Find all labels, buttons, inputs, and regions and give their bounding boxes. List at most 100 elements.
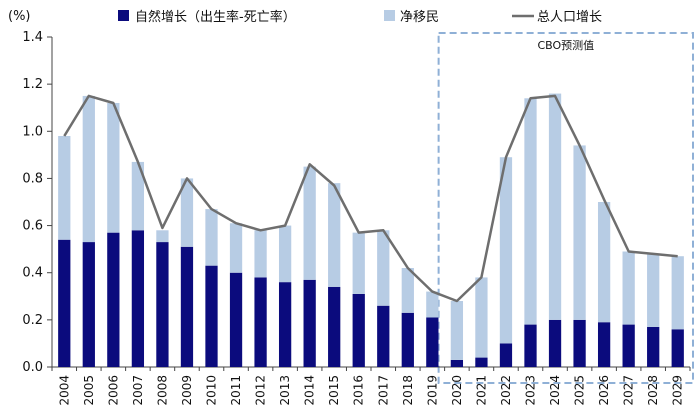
bar-migration-2023 [524,98,537,325]
bar-natural-2004 [58,239,71,367]
bar-migration-2015 [328,183,341,287]
bar-natural-2014 [303,279,316,367]
bar-migration-2025 [573,145,586,320]
y-tick-label: 1.4 [22,30,43,45]
bar-natural-2009 [180,246,194,367]
bar-migration-2020 [450,301,464,360]
x-tick-label: 2013 [278,375,292,406]
projection-label: CBO预测值 [537,39,594,52]
bar-natural-2023 [524,324,537,367]
bar-migration-2011 [229,223,243,273]
bar-natural-2026 [597,322,611,367]
bar-natural-2021 [475,357,488,367]
y-tick-label: 0.8 [22,171,43,186]
y-tick-label: 0.6 [22,219,43,234]
x-tick-label: 2025 [573,375,587,406]
x-tick-label: 2004 [57,375,71,406]
bar-natural-2010 [205,265,218,367]
bar-natural-2008 [156,242,169,367]
y-tick-label: 1.2 [22,77,43,92]
projection-box [437,32,694,384]
bar-migration-2022 [499,157,513,344]
x-tick-label: 2026 [597,375,611,406]
y-tick-label: 0.0 [22,360,43,375]
y-tick-label: 1.0 [22,124,43,139]
bar-migration-2017 [377,230,390,306]
bar-natural-2027 [622,324,635,367]
x-tick-label: 2008 [155,375,169,406]
bar-migration-2006 [107,103,120,233]
bar-natural-2011 [229,272,243,367]
line-total-growth [63,94,678,303]
x-ticks: 2004 2005 2006 2007 2008 2009 2010 2011 2012 2013… [51,367,691,406]
x-tick-label: 2018 [401,375,415,406]
x-tick-label: 2011 [229,375,243,406]
bar-natural-2025 [573,319,586,367]
bar-migration-2027 [622,251,635,325]
legend-swatch-natural [118,10,129,21]
legend-label-total: 总人口增长 [537,10,602,25]
bar-migration-2013 [278,225,292,283]
x-tick-label: 2024 [548,375,562,406]
x-tick-label: 2009 [180,375,194,406]
bar-natural-2022 [499,343,513,367]
bar-migration-2029 [671,256,684,330]
bar-natural-2024 [548,319,562,367]
x-tick-label: 2015 [327,375,341,406]
x-tick-label: 2023 [524,375,538,406]
bar-migration-2019 [426,291,439,318]
bar-natural-2019 [426,317,439,367]
bar-migration-2004 [58,136,71,240]
legend-label-migration: 净移民 [400,10,439,25]
bar-migration-2024 [548,93,562,320]
legend-swatch-migration [384,10,395,21]
x-tick-label: 2014 [303,375,317,406]
bar-natural-2020 [450,359,464,367]
x-tick-label: 2029 [671,375,685,406]
bar-migration-2026 [597,202,611,323]
bar-natural-2017 [377,305,390,367]
bar-migration-2018 [401,268,414,313]
bar-migration-2012 [254,230,267,278]
x-tick-label: 2005 [82,375,96,406]
x-tick-label: 2007 [131,375,145,406]
bars [58,93,684,367]
y-ticks: 0.0 0.2 0.4 0.6 0.8 1.0 1.2 1.4 [22,30,52,375]
y-tick-label: 0.4 [22,266,43,281]
bar-migration-2009 [180,178,194,247]
bar-natural-2013 [278,282,292,367]
bar-migration-2010 [205,209,218,266]
bar-migration-2007 [131,161,145,231]
bar-natural-2016 [352,293,365,367]
bar-migration-2005 [82,95,95,243]
bar-natural-2005 [82,242,95,367]
bar-migration-2021 [475,277,488,358]
legend-label-natural: 自然增长（出生率-死亡率） [135,9,296,25]
legend: 自然增长（出生率-死亡率） 净移民 总人口增长 [118,9,602,25]
bar-natural-2018 [401,312,414,367]
x-tick-label: 2028 [646,375,660,406]
total-growth-line-layer [63,94,678,303]
bar-migration-2008 [156,230,169,243]
x-tick-label: 2016 [352,375,366,406]
x-tick-label: 2006 [106,375,120,406]
x-tick-label: 2010 [205,375,219,406]
bar-migration-2028 [647,253,660,327]
x-tick-label: 2019 [425,375,439,406]
x-tick-label: 2027 [622,375,636,406]
bar-migration-2014 [303,166,316,280]
bar-natural-2015 [328,286,341,367]
x-tick-label: 2017 [376,375,390,406]
bar-natural-2012 [254,277,267,367]
x-tick-label: 2022 [499,375,513,406]
bar-migration-2016 [352,232,365,294]
x-tick-label: 2021 [474,375,488,406]
bar-natural-2029 [671,329,684,367]
bar-natural-2007 [131,230,145,367]
y-unit-label: (%) [8,9,31,24]
bar-natural-2006 [107,232,120,367]
x-tick-label: 2020 [450,375,464,406]
x-tick-label: 2012 [254,375,268,406]
y-tick-label: 0.2 [22,313,43,328]
